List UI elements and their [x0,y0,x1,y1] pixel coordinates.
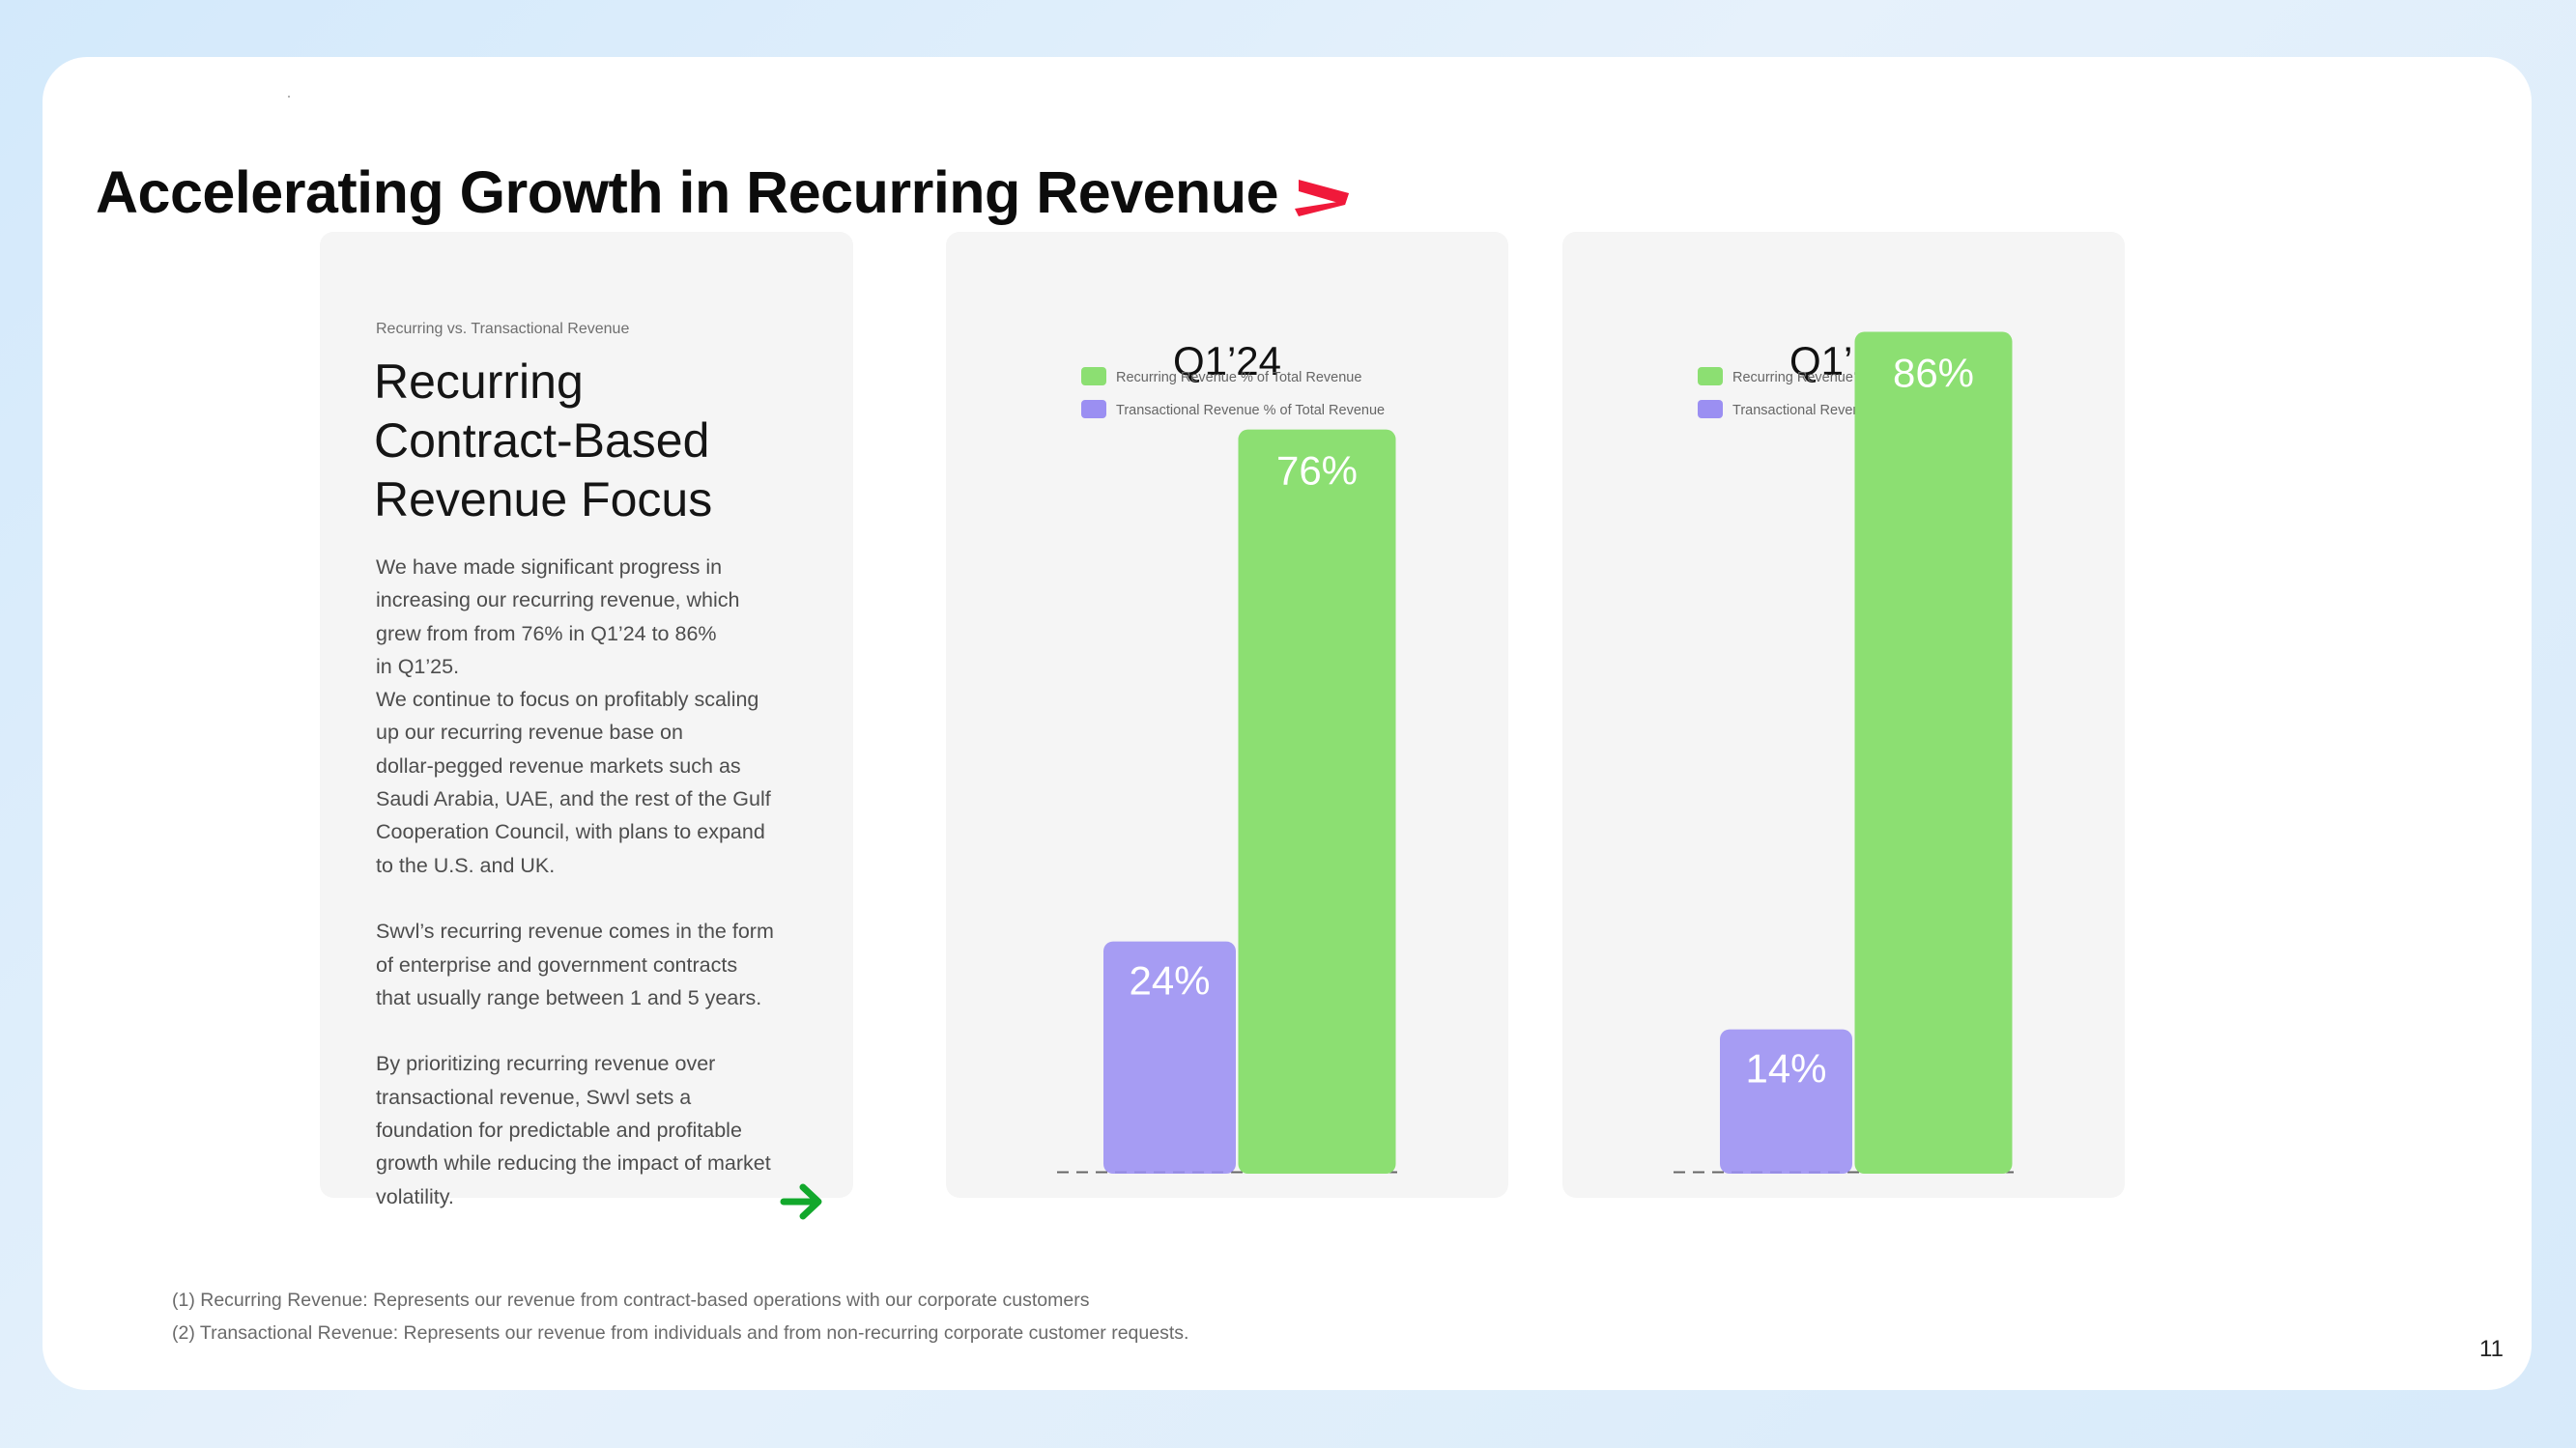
data-label-transactional: 24% [1129,958,1210,1004]
body-line: Cooperation Council, with plans to expan… [376,820,765,844]
body-line: foundation for predictable and profitabl… [376,1119,742,1143]
body-line: transactional revenue, Swvl sets a [376,1085,692,1109]
arrow-right-icon[interactable] [780,1180,826,1223]
body-line: growth while reducing the impact of mark… [376,1151,771,1176]
heading-line: Recurring [374,355,584,409]
body-line: of enterprise and government contracts [376,952,738,977]
body-line: dollar-pegged revenue markets such as [376,753,741,778]
legend-swatch [1698,367,1723,385]
footnote-2: (2) Transactional Revenue: Represents ou… [172,1322,1189,1344]
text-panel: Recurring vs. Transactional Revenue Recu… [320,232,853,1220]
body-line: increasing our recurring revenue, which [376,588,740,612]
legend-swatch [1081,400,1106,418]
legend-swatch [1081,367,1106,385]
panel-eyebrow: Recurring vs. Transactional Revenue [376,321,630,337]
slide-title: Accelerating Growth in Recurring Revenue [96,159,1279,225]
data-label-transactional: 14% [1745,1046,1826,1092]
bar-transactional [1103,941,1236,1174]
body-line: We have made significant progress in [376,555,723,579]
chart-panel-q1-24: Q1’24 Recurring Revenue % of Total Revenu… [946,232,1508,1198]
footnote-1: (1) Recurring Revenue: Represents our re… [172,1290,1090,1311]
body-line: to the U.S. and UK. [376,853,556,877]
heading-line: Revenue Focus [374,472,713,526]
body-line: Swvl’s recurring revenue comes in the fo… [376,920,774,944]
bar-recurring [1238,429,1396,1174]
body-line: By prioritizing recurring revenue over [376,1052,716,1076]
body-line: that usually range between 1 and 5 years… [376,985,762,1009]
legend-swatch [1698,400,1723,418]
paragraph-gap [376,1014,830,1047]
body-line: Saudi Arabia, UAE, and the rest of the G… [376,787,771,811]
brand-chevron-logo-icon [1295,180,1349,216]
legend-label: Transactional Revenue % of Total Revenue [1116,403,1385,418]
bar-recurring [1854,331,2013,1174]
heading-line: Contract-Based [374,413,710,468]
body-line: up our recurring revenue base on [376,721,683,745]
legend-label: Recurring Revenue % of Total Revenue [1116,370,1361,385]
body-line: in Q1’25. [376,654,460,678]
data-label-recurring: 76% [1276,448,1358,494]
stray-dot [288,96,290,98]
data-label-recurring: 86% [1893,351,1974,396]
body-line: We continue to focus on profitably scali… [376,688,759,712]
chart-title: Q1’24 [1173,338,1281,383]
bar-transactional [1720,1029,1852,1174]
panel-body: We have made significant progress in inc… [376,551,830,1213]
body-line: grew from from 76% in Q1’24 to 86% [376,621,717,645]
body-line: volatility. [376,1184,454,1208]
paragraph-gap [376,882,830,915]
page-number: 11 [2479,1336,2504,1362]
panel-heading: Recurring Contract-Based Revenue Focus [374,353,828,529]
